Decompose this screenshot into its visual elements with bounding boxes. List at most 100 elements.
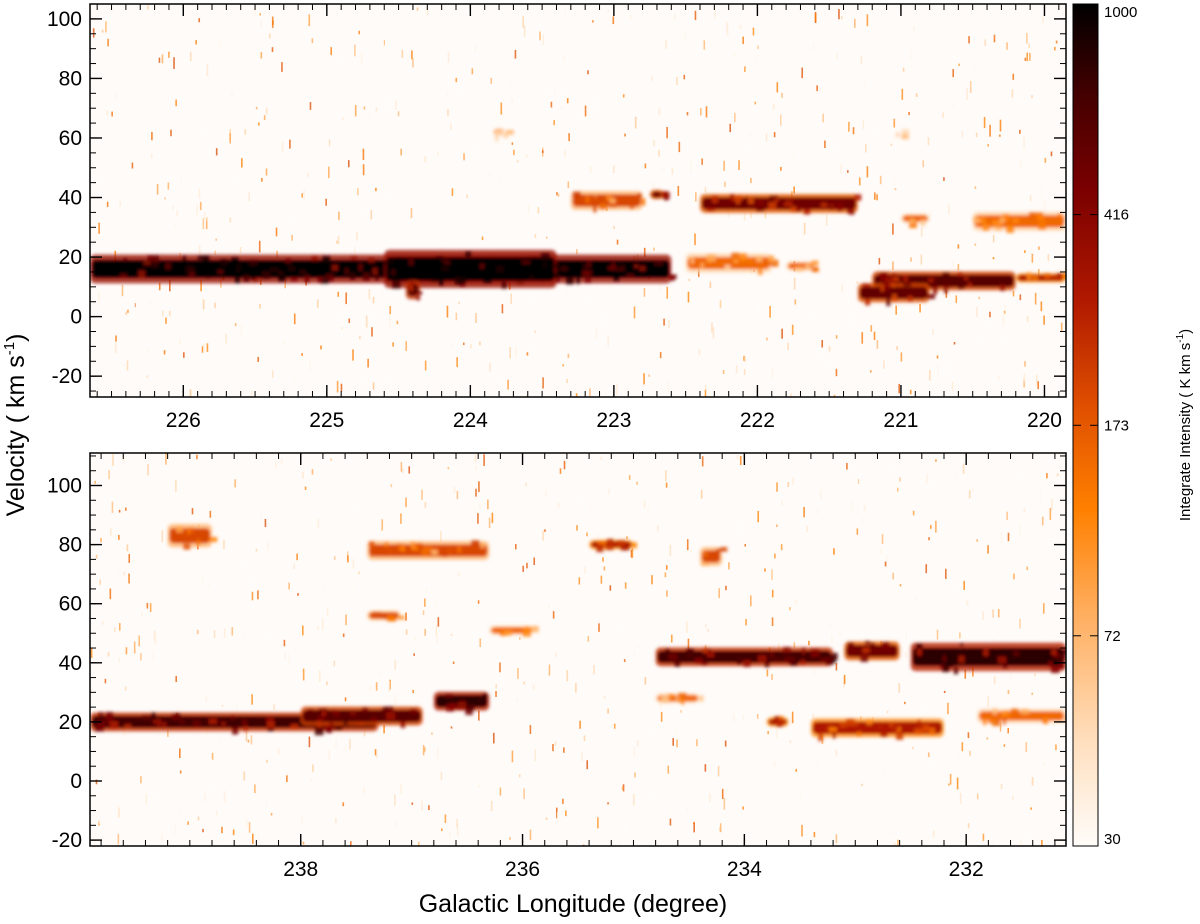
noise-speck	[690, 549, 692, 552]
noise-speck	[545, 817, 548, 820]
noise-speck	[487, 499, 489, 510]
noise-speck	[253, 6, 256, 17]
noise-speck	[152, 8, 154, 18]
emission-texture	[1045, 655, 1050, 661]
noise-speck	[666, 126, 668, 139]
noise-speck	[1034, 673, 1036, 677]
noise-speck	[987, 144, 990, 147]
emission-texture	[413, 264, 423, 272]
noise-speck	[633, 746, 636, 758]
noise-speck	[1019, 523, 1021, 535]
noise-speck	[479, 502, 481, 510]
noise-speck	[206, 217, 208, 222]
noise-speck	[566, 88, 569, 96]
noise-speck	[215, 810, 218, 816]
noise-speck	[780, 544, 783, 551]
noise-speck	[676, 76, 678, 86]
noise-speck	[955, 470, 958, 482]
noise-speck	[369, 686, 372, 692]
emission-texture	[179, 719, 185, 725]
emission-texture	[702, 647, 708, 654]
noise-speck	[1015, 196, 1017, 202]
noise-speck	[330, 141, 332, 150]
noise-speck	[191, 508, 194, 515]
noise-speck	[662, 167, 665, 171]
emission-texture	[396, 543, 404, 550]
noise-speck	[518, 774, 521, 778]
noise-speck	[636, 740, 639, 747]
noise-speck	[658, 149, 660, 157]
noise-speck	[959, 792, 962, 804]
noise-speck	[196, 629, 199, 635]
noise-speck	[198, 188, 201, 199]
noise-speck	[271, 47, 274, 52]
noise-speck	[412, 689, 415, 694]
noise-speck	[776, 82, 779, 93]
noise-speck	[522, 382, 525, 393]
noise-speck	[814, 13, 817, 22]
noise-speck	[741, 45, 743, 51]
noise-speck	[993, 676, 996, 685]
noise-speck	[499, 662, 501, 673]
noise-speck	[992, 234, 995, 243]
emission-texture	[757, 655, 767, 663]
noise-speck	[825, 214, 828, 226]
emission-texture	[584, 278, 592, 284]
noise-speck	[825, 117, 828, 124]
noise-speck	[512, 227, 515, 231]
noise-speck	[234, 323, 237, 327]
noise-speck	[876, 340, 879, 349]
noise-speck	[121, 284, 124, 297]
noise-speck	[375, 187, 377, 192]
noise-speck	[189, 389, 192, 397]
noise-speck	[781, 92, 783, 98]
noise-speck	[248, 822, 251, 833]
noise-speck	[870, 325, 873, 332]
noise-speck	[328, 102, 331, 114]
noise-speck	[397, 111, 400, 117]
noise-speck	[426, 7, 429, 16]
noise-speck	[165, 317, 167, 324]
emission-texture	[565, 277, 574, 285]
emission-texture	[250, 717, 258, 721]
noise-speck	[666, 227, 668, 237]
emission-texture	[320, 278, 329, 284]
noise-speck	[499, 172, 501, 183]
noise-speck	[377, 528, 379, 532]
emission-texture	[864, 640, 871, 645]
noise-speck	[792, 152, 794, 160]
emission-texture	[410, 708, 417, 714]
noise-speck	[665, 565, 668, 570]
emission-texture	[124, 717, 131, 725]
noise-speck	[769, 305, 771, 318]
noise-speck	[537, 207, 540, 214]
noise-speck	[163, 350, 166, 355]
noise-speck	[428, 615, 431, 623]
noise-speck	[516, 697, 519, 702]
emission-texture	[620, 544, 630, 551]
noise-speck	[422, 610, 425, 616]
noise-speck	[795, 599, 798, 604]
noise-speck	[749, 132, 751, 136]
noise-speck	[935, 598, 937, 603]
noise-speck	[241, 158, 243, 168]
noise-speck	[575, 393, 578, 397]
noise-speck	[575, 683, 577, 693]
noise-speck	[928, 370, 931, 381]
noise-speck	[94, 480, 96, 484]
noise-speck	[475, 313, 477, 324]
noise-speck	[952, 582, 955, 585]
noise-speck	[780, 166, 782, 171]
noise-speck	[866, 14, 869, 27]
noise-speck	[686, 539, 689, 551]
noise-speck	[922, 198, 925, 204]
noise-speck	[861, 332, 864, 344]
noise-speck	[1016, 473, 1019, 485]
noise-speck	[623, 659, 626, 662]
noise-speck	[743, 356, 746, 362]
noise-speck	[245, 818, 248, 828]
noise-speck	[724, 181, 726, 188]
noise-speck	[771, 569, 773, 581]
noise-speck	[149, 603, 152, 613]
